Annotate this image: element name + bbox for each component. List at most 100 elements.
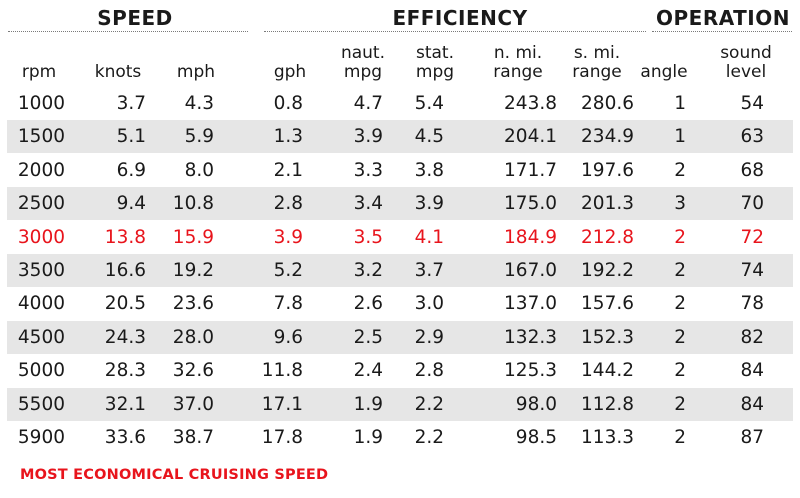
cell-gph: 17.8: [261, 427, 303, 448]
cell-knots: 5.1: [116, 126, 146, 148]
group-rule-efficiency: [264, 31, 646, 32]
table-row: 5500 32.1 37.0 17.1 1.9 2.2 98.0 112.8 2 84: [7, 387, 793, 421]
cell-stat-mpg: 2.2: [414, 393, 444, 415]
cell-mph: 38.7: [172, 427, 214, 448]
cell-smi-range: 197.6: [581, 159, 634, 181]
cell-knots: 28.3: [104, 360, 146, 382]
cell-nmi-range: 125.3: [504, 360, 557, 382]
cell-smi-range: 280.6: [581, 93, 634, 114]
column-header-stat-mpg: stat. mpg: [390, 38, 480, 82]
cell-gph: 17.1: [261, 393, 303, 415]
cell-nmi-range: 243.8: [504, 93, 557, 114]
cell-nmi-range: 132.3: [504, 326, 557, 348]
cell-stat-mpg: 3.9: [414, 193, 444, 215]
cell-stat-mpg: 3.7: [414, 260, 444, 281]
cell-nmi-range: 98.0: [515, 393, 557, 415]
cell-gph: 7.8: [273, 293, 303, 315]
cell-stat-mpg: 3.8: [414, 159, 444, 181]
cell-angle: 1: [674, 93, 686, 114]
cell-sound-level: 70: [740, 193, 764, 215]
cell-gph: 3.9: [273, 226, 303, 248]
column-header-line: angle: [640, 62, 688, 82]
column-header-line: rpm: [21, 62, 57, 82]
cell-sound-level: 54: [740, 93, 764, 114]
cell-smi-range: 112.8: [581, 393, 634, 415]
cell-naut-mpg: 4.7: [353, 93, 383, 114]
cell-mph: 4.3: [184, 93, 214, 114]
cell-gph: 9.6: [273, 326, 303, 348]
cell-nmi-range: 167.0: [504, 260, 557, 281]
footnote-economical-speed: MOST ECONOMICAL CRUISING SPEED: [20, 467, 329, 483]
column-header-angle: angle: [619, 38, 709, 82]
table-row: 5900 33.6 38.7 17.8 1.9 2.2 98.5 113.3 2 87: [7, 421, 793, 454]
cell-gph: 5.2: [273, 260, 303, 281]
cell-angle: 2: [674, 226, 686, 248]
cell-naut-mpg: 2.5: [353, 326, 383, 348]
table-row: 4000 20.5 23.6 7.8 2.6 3.0 137.0 157.6 2 78: [7, 287, 793, 320]
cell-naut-mpg: 2.6: [353, 293, 383, 315]
cell-rpm: 3000: [17, 226, 65, 248]
cell-nmi-range: 184.9: [504, 226, 557, 248]
cell-knots: 6.9: [116, 159, 146, 181]
cell-naut-mpg: 3.4: [353, 193, 383, 215]
column-header-knots: knots: [73, 38, 163, 82]
cell-nmi-range: 175.0: [504, 193, 557, 215]
cell-nmi-range: 204.1: [504, 126, 557, 148]
cell-smi-range: 212.8: [581, 226, 634, 248]
cell-angle: 2: [674, 326, 686, 348]
cell-gph: 11.8: [261, 360, 303, 382]
cell-stat-mpg: 2.8: [414, 360, 444, 382]
cell-gph: 2.8: [273, 193, 303, 215]
cell-knots: 3.7: [116, 93, 146, 114]
cell-angle: 1: [674, 126, 686, 148]
cell-rpm: 2000: [17, 159, 65, 181]
table-row: 2500 9.4 10.8 2.8 3.4 3.9 175.0 201.3 3 70: [7, 187, 793, 221]
table-row: 1500 5.1 5.9 1.3 3.9 4.5 204.1 234.9 1 63: [7, 120, 793, 154]
cell-rpm: 5900: [17, 427, 65, 448]
table-row: 4500 24.3 28.0 9.6 2.5 2.9 132.3 152.3 2 82: [7, 320, 793, 354]
cell-mph: 15.9: [172, 226, 214, 248]
cell-mph: 19.2: [172, 260, 214, 281]
cell-gph: 0.8: [273, 93, 303, 114]
column-header-line: mpg: [343, 62, 383, 82]
cell-sound-level: 74: [740, 260, 764, 281]
cell-angle: 2: [674, 360, 686, 382]
cell-sound-level: 68: [740, 159, 764, 181]
cell-knots: 20.5: [104, 293, 146, 315]
table-row: 5000 28.3 32.6 11.8 2.4 2.8 125.3 144.2 2 84: [7, 354, 793, 387]
column-header-sound-level: sound level: [701, 38, 791, 82]
cell-gph: 2.1: [273, 159, 303, 181]
cell-stat-mpg: 4.5: [414, 126, 444, 148]
cell-naut-mpg: 1.9: [353, 427, 383, 448]
group-title-efficiency: EFFICIENCY: [392, 6, 528, 30]
column-header-rpm: rpm: [0, 38, 84, 82]
group-rule-operation: [652, 31, 792, 32]
cell-rpm: 4000: [17, 293, 65, 315]
cell-knots: 24.3: [104, 326, 146, 348]
group-title-operation: OPERATION: [656, 6, 790, 30]
cell-knots: 32.1: [104, 393, 146, 415]
column-header-line: level: [725, 62, 767, 82]
cell-naut-mpg: 2.4: [353, 360, 383, 382]
cell-smi-range: 144.2: [581, 360, 634, 382]
column-header-line: n. mi.: [493, 43, 543, 63]
cell-naut-mpg: 1.9: [353, 393, 383, 415]
column-header-smi-range: s. mi. range: [552, 38, 642, 82]
cell-gph: 1.3: [273, 126, 303, 148]
cell-mph: 5.9: [184, 126, 214, 148]
cell-rpm: 2500: [17, 193, 65, 215]
cell-angle: 3: [674, 193, 686, 215]
cell-rpm: 4500: [17, 326, 65, 348]
table-row: 2000 6.9 8.0 2.1 3.3 3.8 171.7 197.6 2 68: [7, 154, 793, 187]
cell-nmi-range: 171.7: [504, 159, 557, 181]
column-header-line: mph: [176, 62, 216, 82]
cell-nmi-range: 137.0: [504, 293, 557, 315]
cell-rpm: 5500: [17, 393, 65, 415]
cell-smi-range: 201.3: [581, 193, 634, 215]
cell-naut-mpg: 3.2: [353, 260, 383, 281]
cell-mph: 37.0: [172, 393, 214, 415]
cell-knots: 9.4: [116, 193, 146, 215]
cell-stat-mpg: 2.9: [414, 326, 444, 348]
cell-sound-level: 63: [740, 126, 764, 148]
cell-smi-range: 152.3: [581, 326, 634, 348]
